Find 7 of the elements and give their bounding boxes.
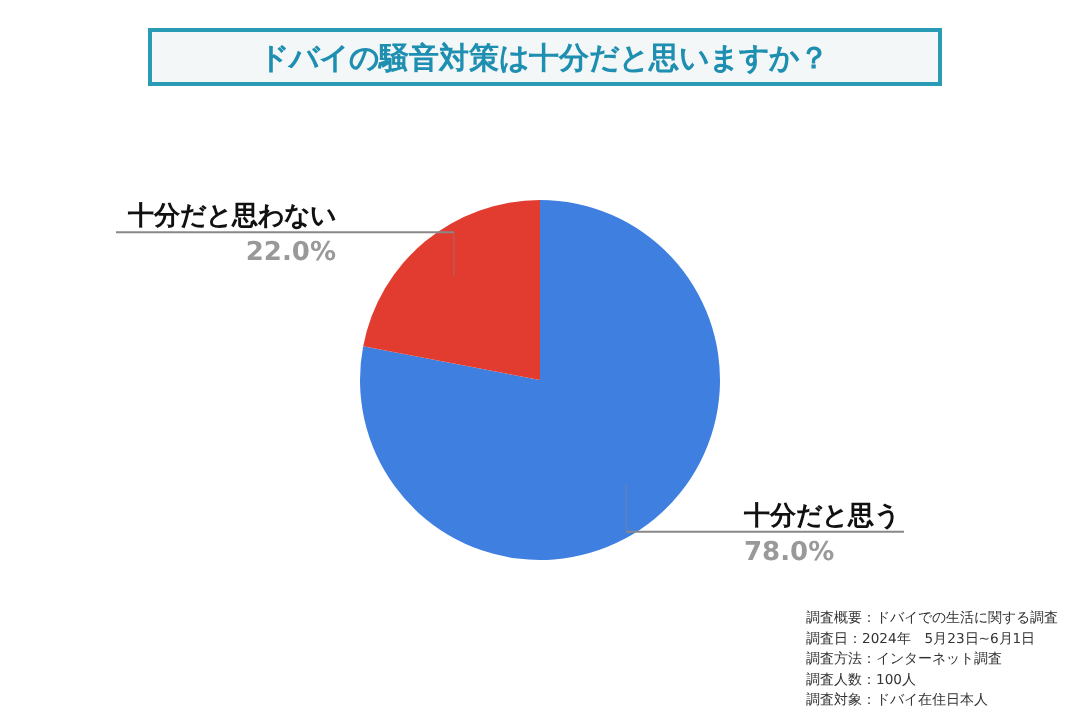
slice-label: 十分だと思う: [742, 501, 900, 532]
chart-title: ドバイの騒音対策は十分だと思いますか？: [259, 40, 829, 76]
pie-slice: [363, 200, 540, 380]
pie-slice: [360, 200, 720, 560]
data-label: 78.0%: [744, 537, 835, 568]
data-label: 22.0%: [245, 238, 336, 269]
slice-label: 十分だと思わない: [126, 202, 336, 233]
